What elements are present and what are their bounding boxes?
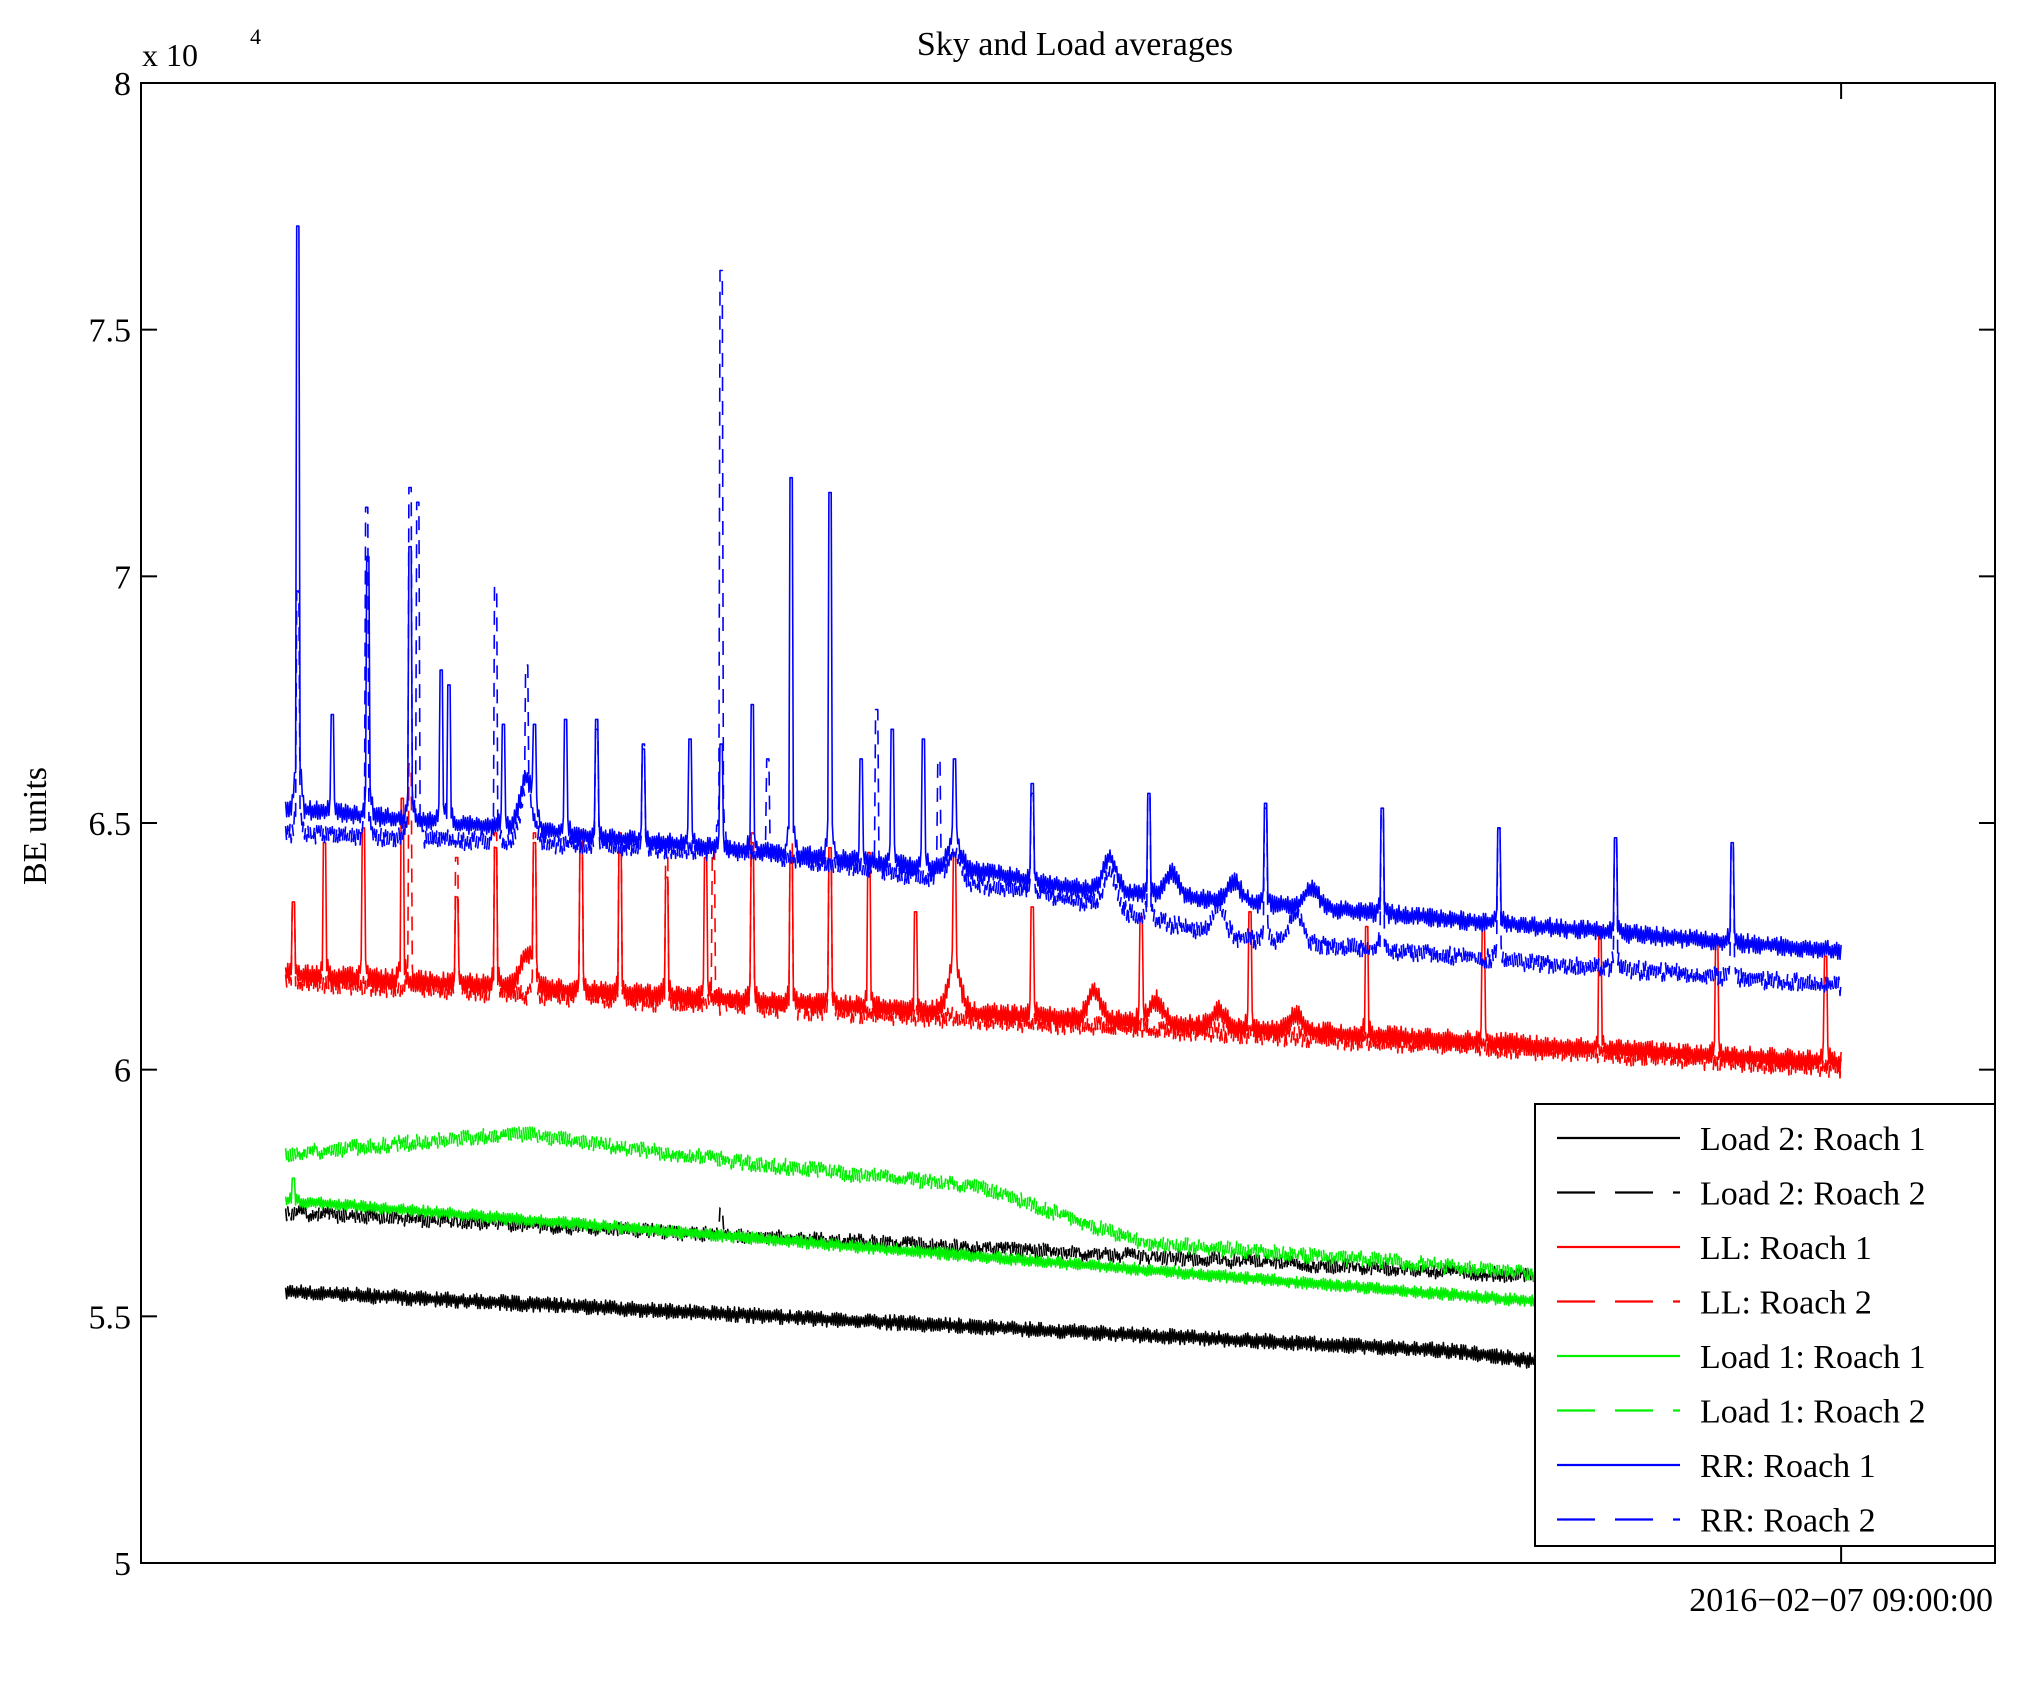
y-tick-label: 5.5 [89,1299,132,1336]
y-tick-label: 6.5 [89,806,132,843]
series-line-6 [284,225,1842,961]
series-line-7 [284,269,1842,997]
y-multiplier-label: x 10 [142,37,198,73]
legend-label: Load 2: Roach 1 [1700,1121,1926,1158]
legend-box [1534,1103,1996,1547]
legend-label: LL: Roach 2 [1700,1285,1872,1322]
y-tick-label: 7.5 [89,313,132,350]
legend-label: RR: Roach 2 [1700,1503,1876,1540]
axis-ticks: 5 5.5 6 6.5 7 7.5 8 2016−02−07 09:00:00 [89,66,1995,1619]
legend-label: Load 1: Roach 2 [1700,1394,1926,1431]
y-tick-label: 7 [114,559,131,596]
y-multiplier-exponent: 4 [250,24,261,49]
x-tick-label: 2016−02−07 09:00:00 [1689,1582,1993,1619]
legend: Load 2: Roach 1 Load 2: Roach 2 LL: Roach … [1534,1103,1996,1547]
legend-label: RR: Roach 1 [1700,1448,1876,1485]
y-tick-label: 5 [114,1546,131,1583]
y-axis-label: BE units [17,767,54,885]
series-line-3 [284,763,1842,1079]
legend-label: LL: Roach 1 [1700,1230,1872,1267]
y-tick-label: 6 [114,1053,131,1090]
legend-label: Load 1: Roach 1 [1700,1339,1926,1376]
y-tick-label: 8 [114,66,131,103]
legend-label: Load 2: Roach 2 [1700,1176,1926,1213]
chart-title: Sky and Load averages [917,26,1233,63]
